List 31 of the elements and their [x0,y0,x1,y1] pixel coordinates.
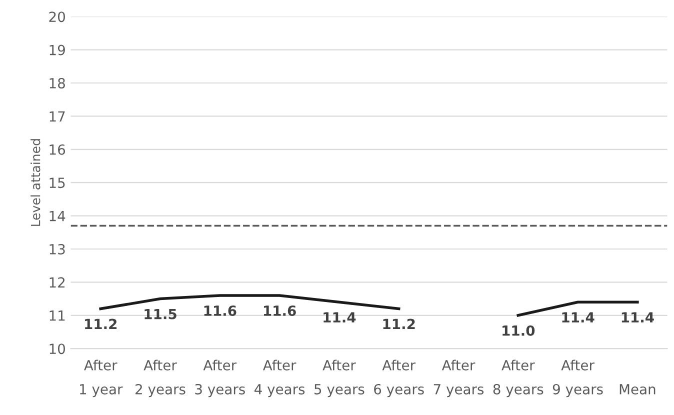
y-tick-label: 15 [50,178,65,188]
y-tick-label: 11 [50,310,65,321]
x-tick-label: After 5 years [314,360,364,398]
text: 11.4 [324,312,356,322]
x-tick-label: After 1 year [80,360,123,398]
x-tick-label: After 9 years [552,360,603,398]
text: 11.2 [383,318,415,330]
y-axis-title: Level attained [30,139,40,226]
x-tick-label: Mean [620,384,656,394]
y-tick-label: 13 [50,244,65,254]
y-tick-label: 14 [50,210,66,222]
y-tick-label: 12 [50,277,65,288]
y-tick-label: 16 [50,144,66,155]
text: 11.4 [562,312,594,322]
x-tick-label: After 7 years [434,360,484,398]
y-tick-label: 18 [50,78,65,88]
y-tick-label: 20 [49,12,65,22]
y-tick-label: 17 [50,111,65,122]
y-tick-label: 10 [50,344,65,354]
text: 11.4 [622,312,654,322]
x-tick-label: After 8 years [493,360,544,398]
text: 11.5 [144,308,176,320]
x-tick-label: After 6 years [374,360,424,398]
y-tick-label: 19 [50,44,65,56]
text: 11.6 [264,305,296,316]
x-tick-label: After 4 years [254,360,305,398]
x-tick-label: After 2 years [136,360,186,398]
text: 11.2 [85,318,117,330]
text: 11.0 [502,325,535,336]
x-tick-label: After 3 years [195,360,245,398]
text: 11.6 [204,305,236,316]
